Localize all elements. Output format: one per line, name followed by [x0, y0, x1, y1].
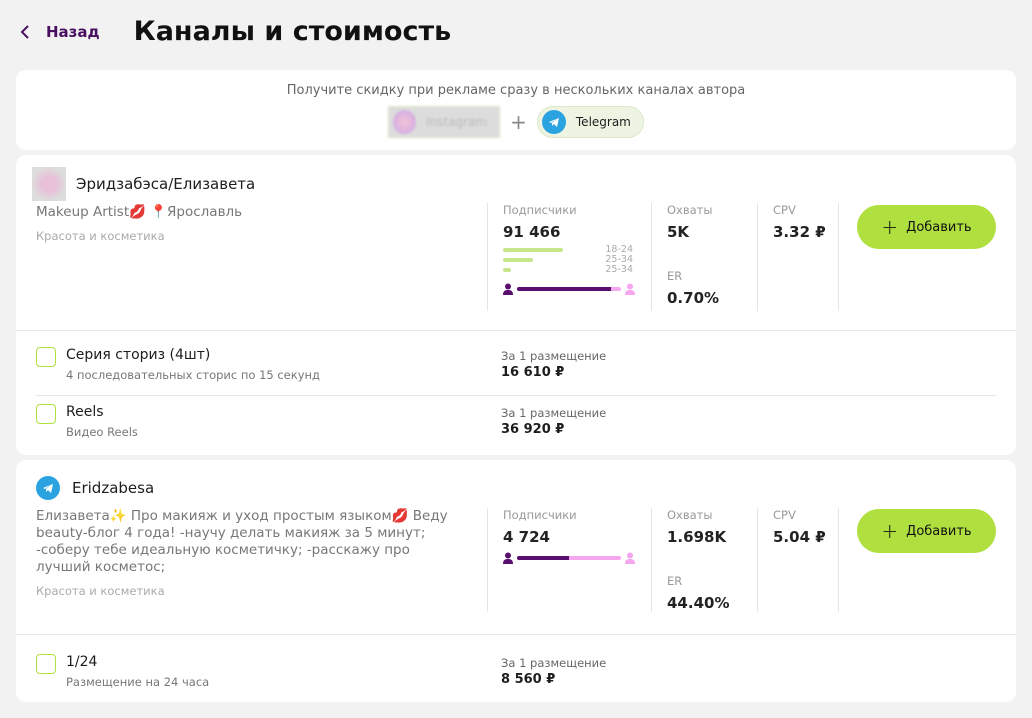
promo-text: Получите скидку при рекламе сразу в неск… — [286, 83, 746, 98]
er-label: ER — [667, 574, 683, 588]
account-name: Эридзабэса/Елизавета — [76, 175, 256, 193]
add-button[interactable]: + Добавить — [857, 205, 996, 249]
price-value: 36 920 ₽ — [501, 422, 565, 437]
back-button[interactable]: Назад — [20, 23, 100, 41]
gender-bar — [503, 283, 635, 295]
male-share-fill — [517, 287, 611, 291]
option-name: Reels — [66, 404, 104, 420]
subscribers-label: Подписчики — [503, 508, 577, 522]
female-icon — [625, 552, 635, 564]
telegram-icon — [36, 476, 60, 500]
er-value: 44.40% — [667, 594, 730, 612]
account-category: Красота и косметика — [36, 229, 165, 243]
gender-bar — [503, 552, 635, 564]
option-description: Размещение на 24 часа — [66, 675, 210, 689]
option-name: 1/24 — [66, 654, 98, 670]
option-row: Reels Видео Reels За 1 размещение 36 920… — [36, 392, 996, 450]
age-label: 18-24 — [605, 244, 633, 255]
header: Назад Каналы и стоимость — [20, 16, 451, 47]
option-name: Серия сториз (4шт) — [66, 347, 211, 363]
telegram-icon — [541, 110, 566, 134]
reach-label: Охваты — [667, 203, 713, 217]
subscribers-value: 91 466 — [503, 223, 561, 241]
plus-icon: + — [881, 215, 899, 239]
er-label: ER — [667, 269, 683, 283]
option-checkbox[interactable] — [36, 347, 56, 367]
plus-icon: + — [510, 110, 527, 134]
age-bar — [503, 268, 511, 272]
price-label: За 1 размещение — [501, 656, 607, 670]
account-name: Eridzabesa — [72, 479, 155, 497]
chip-label: Telegram — [575, 115, 631, 129]
instagram-avatar — [393, 110, 417, 134]
chip-label: Instagram — [426, 115, 488, 129]
add-label: Добавить — [906, 523, 972, 539]
cpv-value: 3.32 ₽ — [773, 223, 826, 241]
age-chart: 18-24 25-34 25-34 — [503, 244, 633, 277]
cpv-label: CPV — [773, 203, 796, 217]
male-icon — [503, 552, 513, 564]
chip-telegram[interactable]: Telegram — [536, 106, 644, 138]
subscribers-label: Подписчики — [503, 203, 577, 217]
option-checkbox[interactable] — [36, 404, 56, 424]
option-row: 1/24 Размещение на 24 часа За 1 размещен… — [36, 642, 996, 700]
female-icon — [625, 283, 635, 295]
page-title: Каналы и стоимость — [133, 16, 452, 47]
reach-value: 1.698K — [667, 528, 727, 546]
back-label: Назад — [46, 22, 100, 41]
account-avatar — [32, 167, 66, 201]
account-card-telegram: Eridzabesa Елизавета✨ Про макияж и уход … — [16, 460, 1016, 702]
reach-value: 5K — [667, 223, 690, 241]
add-label: Добавить — [906, 219, 972, 235]
male-share-fill — [517, 556, 569, 560]
option-description: 4 последовательных сторис по 15 секунд — [66, 368, 320, 382]
reach-label: Охваты — [667, 508, 713, 522]
account-card-instagram: Эридзабэса/Елизавета Makeup Artist💋 📍Яро… — [16, 155, 1016, 455]
er-value: 0.70% — [667, 289, 720, 307]
chip-instagram[interactable]: Instagram — [388, 106, 501, 138]
male-icon — [503, 283, 513, 295]
add-button[interactable]: + Добавить — [857, 509, 996, 553]
subscribers-value: 4 724 — [503, 528, 550, 546]
account-description: Елизавета✨ Про макияж и уход простым язы… — [36, 508, 448, 575]
price-value: 8 560 ₽ — [501, 672, 556, 687]
price-value: 16 610 ₽ — [501, 365, 565, 380]
age-bar — [503, 258, 533, 262]
plus-icon: + — [881, 519, 899, 543]
chevron-left-icon — [20, 24, 29, 39]
age-label: 25-34 — [605, 264, 633, 275]
option-description: Видео Reels — [66, 425, 138, 439]
promo-card: Получите скидку при рекламе сразу в неск… — [16, 70, 1016, 150]
age-label: 25-34 — [605, 254, 633, 265]
price-label: За 1 размещение — [501, 349, 607, 363]
option-row: Серия сториз (4шт) 4 последовательных ст… — [36, 335, 996, 393]
account-category: Красота и косметика — [36, 584, 165, 598]
cpv-value: 5.04 ₽ — [773, 528, 826, 546]
price-label: За 1 размещение — [501, 406, 607, 420]
account-description: Makeup Artist💋 📍Ярославль — [36, 204, 243, 220]
cpv-label: CPV — [773, 508, 796, 522]
age-bar — [503, 248, 563, 252]
option-checkbox[interactable] — [36, 654, 56, 674]
